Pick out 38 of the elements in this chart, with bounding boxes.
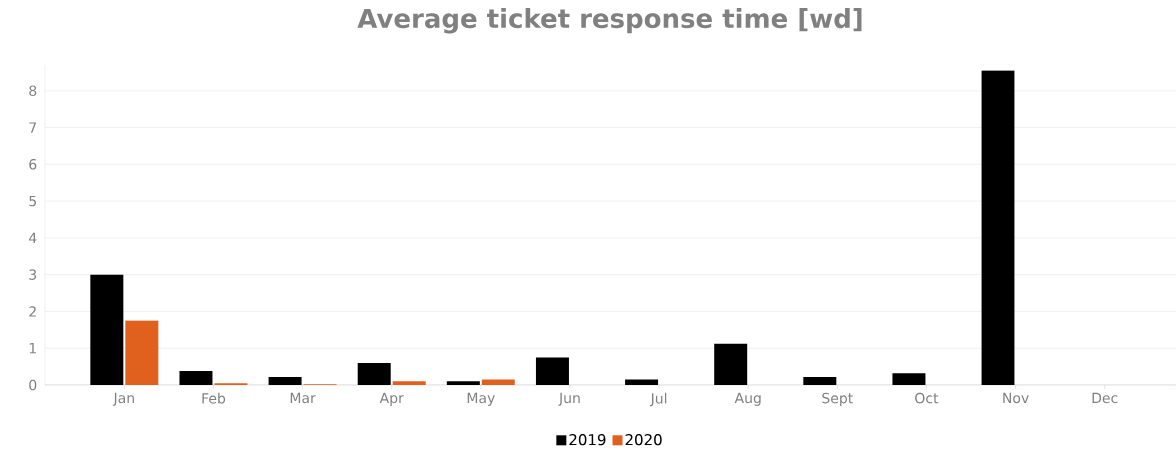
y-tick-label: 8 [29,85,37,97]
x-tick-label: Apr [379,392,404,406]
y-tick-label: 2 [29,306,36,317]
legend-label: 2020 [625,433,662,446]
x-tick-label: Sept [822,392,853,407]
y-tick-label: 5 [29,195,36,207]
y-tick-label: 6 [29,159,37,170]
legend-label: 2019 [569,433,606,446]
x-tick-label: Mar [290,392,316,404]
bar [392,381,426,385]
bar [803,376,837,385]
x-tick-label: May [467,392,495,406]
y-tick-label: 3 [29,269,37,280]
bar [357,362,391,385]
bar [892,373,926,385]
bar [125,320,159,385]
bar [268,376,302,385]
y-tick-label: 1 [29,343,36,354]
bar [625,379,659,385]
x-tick-label: Jul [649,392,667,407]
x-tick-label: Jan [112,392,134,406]
bar [446,381,480,385]
chart-title: Average ticket response time [wd] [357,8,862,34]
bar [179,371,213,385]
bar [481,379,515,385]
bar [535,357,569,385]
bar [981,70,1015,385]
y-tick-label: 4 [29,232,37,243]
x-tick-label: Oct [915,392,939,404]
y-tick-label: 0 [29,379,37,391]
x-tick-label: Aug [734,392,761,406]
x-tick-label: Dec [1092,392,1118,404]
x-tick-label: Jun [558,392,580,406]
bar [714,343,748,385]
bar [90,274,124,385]
y-tick-label: 7 [29,122,37,133]
x-tick-label: Nov [1003,392,1029,404]
x-tick-label: Feb [202,392,226,404]
